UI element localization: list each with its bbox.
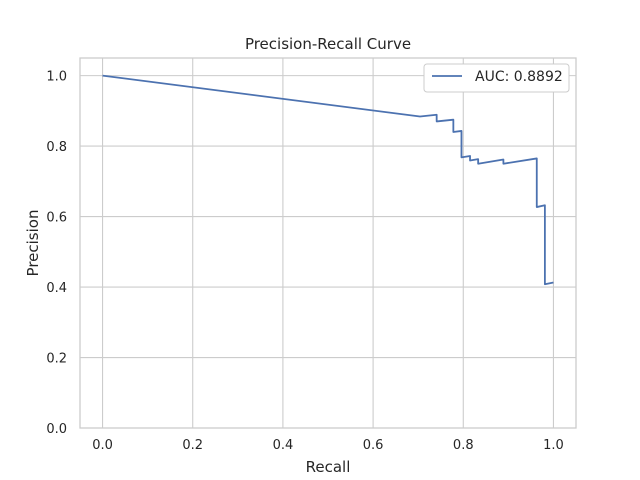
legend-entry-label: AUC: 0.8892 (475, 69, 563, 85)
y-tick-label: 0.0 (46, 422, 67, 437)
y-tick-label: 0.6 (46, 211, 67, 226)
plot-frame (79, 57, 577, 429)
y-tick-label: 1.0 (46, 70, 67, 85)
y-tick-label: 0.2 (46, 352, 67, 367)
series-layer (102, 74, 554, 286)
x-tick-labels: 0.0 0.2 0.4 0.6 0.8 1.0 (92, 438, 564, 453)
x-tick-label: 0.8 (453, 438, 474, 453)
x-axis-label: Recall (306, 458, 351, 476)
y-axis-label: Precision (24, 210, 42, 277)
x-tick-label: 1.0 (543, 438, 564, 453)
y-tick-labels: 0.0 0.2 0.4 0.6 0.8 1.0 (46, 70, 67, 437)
x-tick-label: 0.6 (363, 438, 384, 453)
series-line (102, 74, 554, 286)
x-tick-label: 0.2 (182, 438, 203, 453)
axis-spines (79, 57, 577, 429)
x-tick-label: 0.0 (92, 438, 113, 453)
plot-area (80, 58, 576, 428)
legend-box (423, 63, 570, 93)
chart-title: Precision-Recall Curve (245, 35, 411, 53)
x-tick-label: 0.4 (273, 438, 294, 453)
y-tick-label: 0.4 (46, 281, 67, 296)
y-tick-label: 0.8 (46, 140, 67, 155)
legend: AUC: 0.8892 (423, 63, 570, 93)
